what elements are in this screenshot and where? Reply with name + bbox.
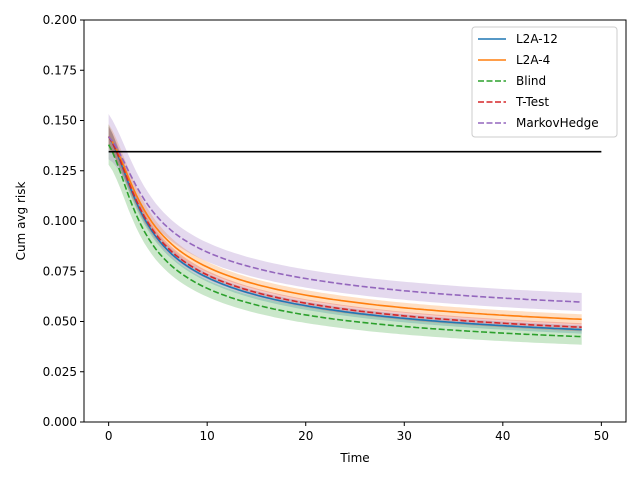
y-tick-label: 0.200 [43, 13, 77, 27]
x-tick-label: 30 [397, 429, 412, 443]
y-tick-label: 0.150 [43, 114, 77, 128]
band-markovhedge [108, 114, 582, 312]
y-axis-label: Cum avg risk [14, 182, 28, 261]
band-blind [108, 124, 582, 345]
x-tick-label: 50 [594, 429, 609, 443]
x-tick-label: 10 [200, 429, 215, 443]
line-markovhedge [107, 136, 582, 303]
band-t-test [108, 126, 582, 332]
confidence-bands [108, 114, 582, 345]
y-tick-label: 0.075 [43, 264, 77, 278]
y-tick-label: 0.050 [43, 315, 77, 329]
line-blind [107, 144, 582, 338]
y-tick-label: 0.100 [43, 214, 77, 228]
x-axis-label: Time [339, 451, 369, 465]
y-axis-ticks: 0.000 0.025 0.050 0.075 0.100 0.125 0.150 0.175… [43, 13, 84, 429]
legend-box [471, 26, 618, 138]
x-tick-label: 0 [105, 429, 113, 443]
legend-label-l2a-4: L2A-4 [516, 53, 550, 67]
x-tick-label: 20 [298, 429, 313, 443]
legend-label-markovhedge: MarkovHedge [516, 116, 599, 130]
line-l2a-4 [107, 136, 582, 321]
legend: L2A-12 L2A-4 Blind T-Test MarkovHedge [471, 26, 618, 138]
legend-label-blind: Blind [516, 74, 546, 88]
y-tick-label: 0.125 [43, 164, 77, 178]
x-tick-label: 40 [495, 429, 510, 443]
band-l2a-4 [108, 124, 582, 325]
legend-label-t-test: T-Test [515, 95, 549, 109]
line-t-test [107, 136, 582, 328]
y-tick-label: 0.025 [43, 365, 77, 379]
legend-label-l2a-12: L2A-12 [516, 32, 558, 46]
band-l2a-12 [108, 126, 582, 334]
line-l2a-12 [107, 136, 582, 331]
x-axis-ticks: 0 10 20 30 40 50 [105, 422, 609, 443]
y-tick-label: 0.175 [43, 63, 77, 77]
y-tick-label: 0.000 [43, 415, 77, 429]
series-lines [107, 136, 582, 338]
